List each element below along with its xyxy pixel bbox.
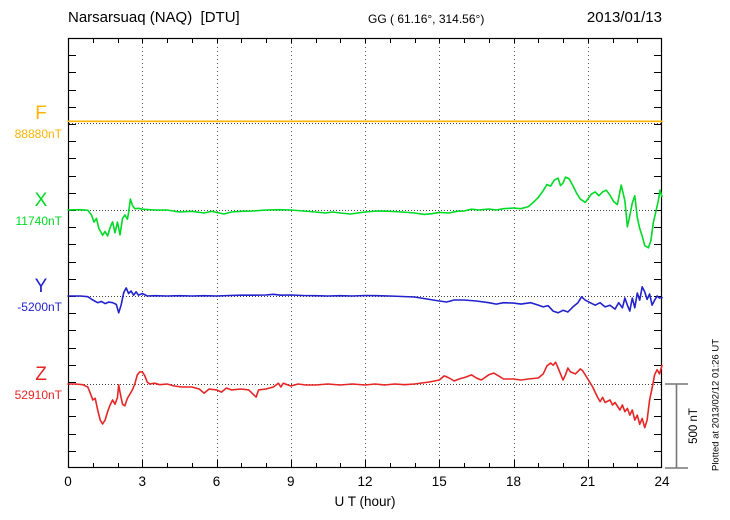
- channel-label-y: Y: [34, 276, 48, 297]
- plot-date: 2013/01/13: [586, 9, 662, 26]
- channel-label-x: X: [34, 190, 48, 211]
- trace-Y: [67, 286, 663, 314]
- trace-X: [67, 176, 663, 249]
- x-tick-label-9: 9: [286, 474, 295, 489]
- x-tick-label-21: 21: [580, 474, 596, 489]
- geo-coordinates: GG ( 61.16°, 314.56°): [368, 12, 485, 26]
- magnetogram-plot: [67, 37, 663, 469]
- scale-bar: [665, 383, 688, 469]
- channel-label-z: Z: [35, 364, 47, 385]
- channel-label-f: F: [35, 103, 47, 124]
- plot-frame: [67, 37, 663, 469]
- x-tick-label-3: 3: [138, 474, 146, 489]
- channel-baseline-x: 11740nT: [15, 214, 62, 228]
- x-tick-label-6: 6: [212, 474, 221, 489]
- x-tick-label-18: 18: [505, 474, 522, 489]
- channel-baseline-f: 88880nT: [14, 127, 62, 141]
- x-tick-label-12: 12: [357, 474, 373, 489]
- channel-baseline-y: -5200nT: [17, 300, 62, 314]
- station-title: Narsarsuaq (NAQ) [DTU]: [68, 9, 240, 26]
- channel-baseline-z: 52910nT: [14, 388, 62, 402]
- scale-bar-label: 500 nT: [688, 408, 700, 444]
- x-tick-label-15: 15: [431, 474, 447, 489]
- x-axis-title: U T (hour): [334, 494, 396, 509]
- plotted-at-note: Plotted at 2013/02/12 01:26 UT: [710, 338, 722, 472]
- x-tick-label-0: 0: [64, 474, 72, 489]
- trace-Z: [67, 361, 663, 429]
- x-tick-label-24: 24: [654, 474, 670, 489]
